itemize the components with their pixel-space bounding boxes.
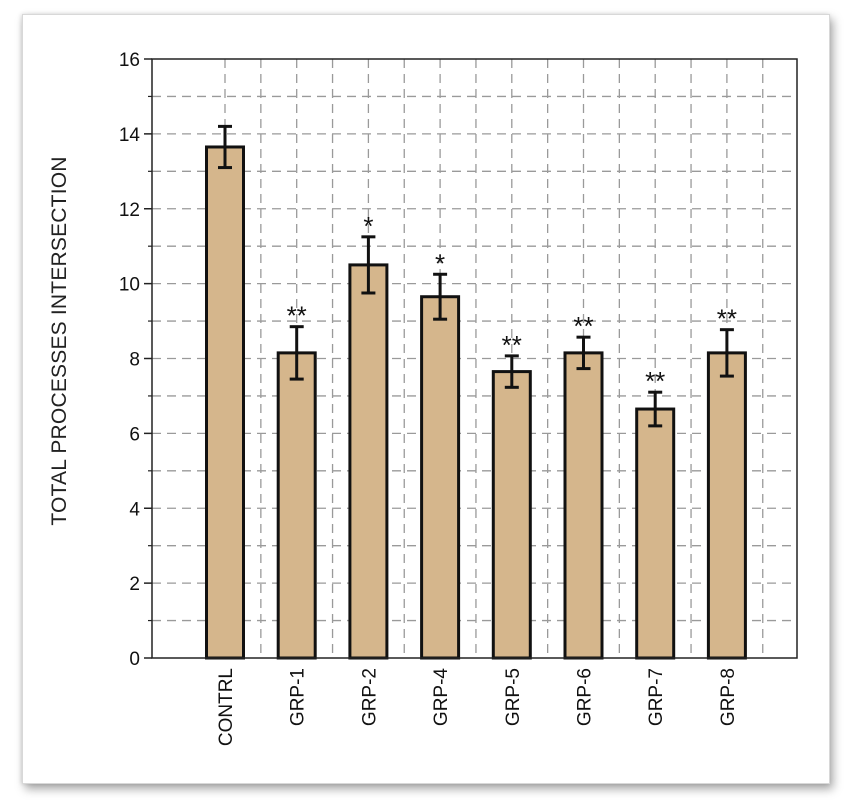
bar-grp-1	[276, 351, 317, 660]
bar-grp-2	[348, 263, 389, 660]
bars	[205, 124, 747, 660]
y-tick-label: 0	[129, 649, 140, 670]
y-tick-label: 16	[119, 50, 140, 71]
error-bar-grp-7	[648, 390, 663, 428]
error-bar-grp-6	[576, 335, 591, 371]
bar-grp-5	[491, 370, 532, 660]
error-bar-contrl	[218, 124, 232, 170]
bar-contrl	[205, 145, 245, 660]
significance-marker: **	[573, 311, 593, 341]
y-tick-label: 4	[129, 499, 140, 520]
x-tick-label: GRP-7	[646, 668, 667, 726]
y-tick-label: 8	[129, 350, 140, 371]
x-tick-label: CONTRL	[216, 668, 237, 746]
x-tick-label: GRP-2	[359, 668, 380, 726]
bar-grp-4	[420, 295, 461, 660]
y-tick-label: 12	[119, 200, 140, 221]
significance-marker: **	[287, 301, 307, 331]
significance-marker: *	[363, 211, 373, 241]
error-bar-grp-4	[433, 272, 448, 321]
bar-grp-6	[563, 351, 604, 660]
significance-marker: **	[717, 304, 737, 334]
x-tick-label: GRP-6	[575, 668, 596, 726]
significance-marker: **	[645, 366, 665, 396]
x-tick-label: GRP-8	[718, 668, 739, 726]
error-bar-grp-2	[361, 235, 376, 295]
labels: CONTRL ** GRP-1 * GRP-2 * GRP-4 ** GRP-5 ** GRP-6 *…	[119, 50, 739, 746]
y-tick-label: 2	[129, 574, 140, 595]
significance-marker: *	[435, 248, 445, 278]
y-tick-label: 14	[119, 125, 141, 146]
significance-marker: **	[502, 330, 522, 360]
grid	[152, 59, 797, 658]
error-bar-grp-1	[289, 325, 304, 381]
error-bar-grp-5	[504, 354, 519, 389]
x-tick-label: GRP-5	[503, 668, 524, 726]
bar-grp-8	[706, 351, 747, 660]
y-tick-label: 6	[129, 424, 140, 445]
axes	[144, 58, 798, 659]
y-axis-title: TOTAL PROCESSES INTERSECTION	[48, 156, 71, 525]
bar-grp-7	[635, 407, 676, 660]
y-tick-label: 10	[119, 275, 140, 296]
x-tick-label: GRP-1	[288, 668, 309, 726]
error-bar-grp-8	[719, 328, 734, 378]
x-tick-label: GRP-4	[431, 668, 452, 727]
